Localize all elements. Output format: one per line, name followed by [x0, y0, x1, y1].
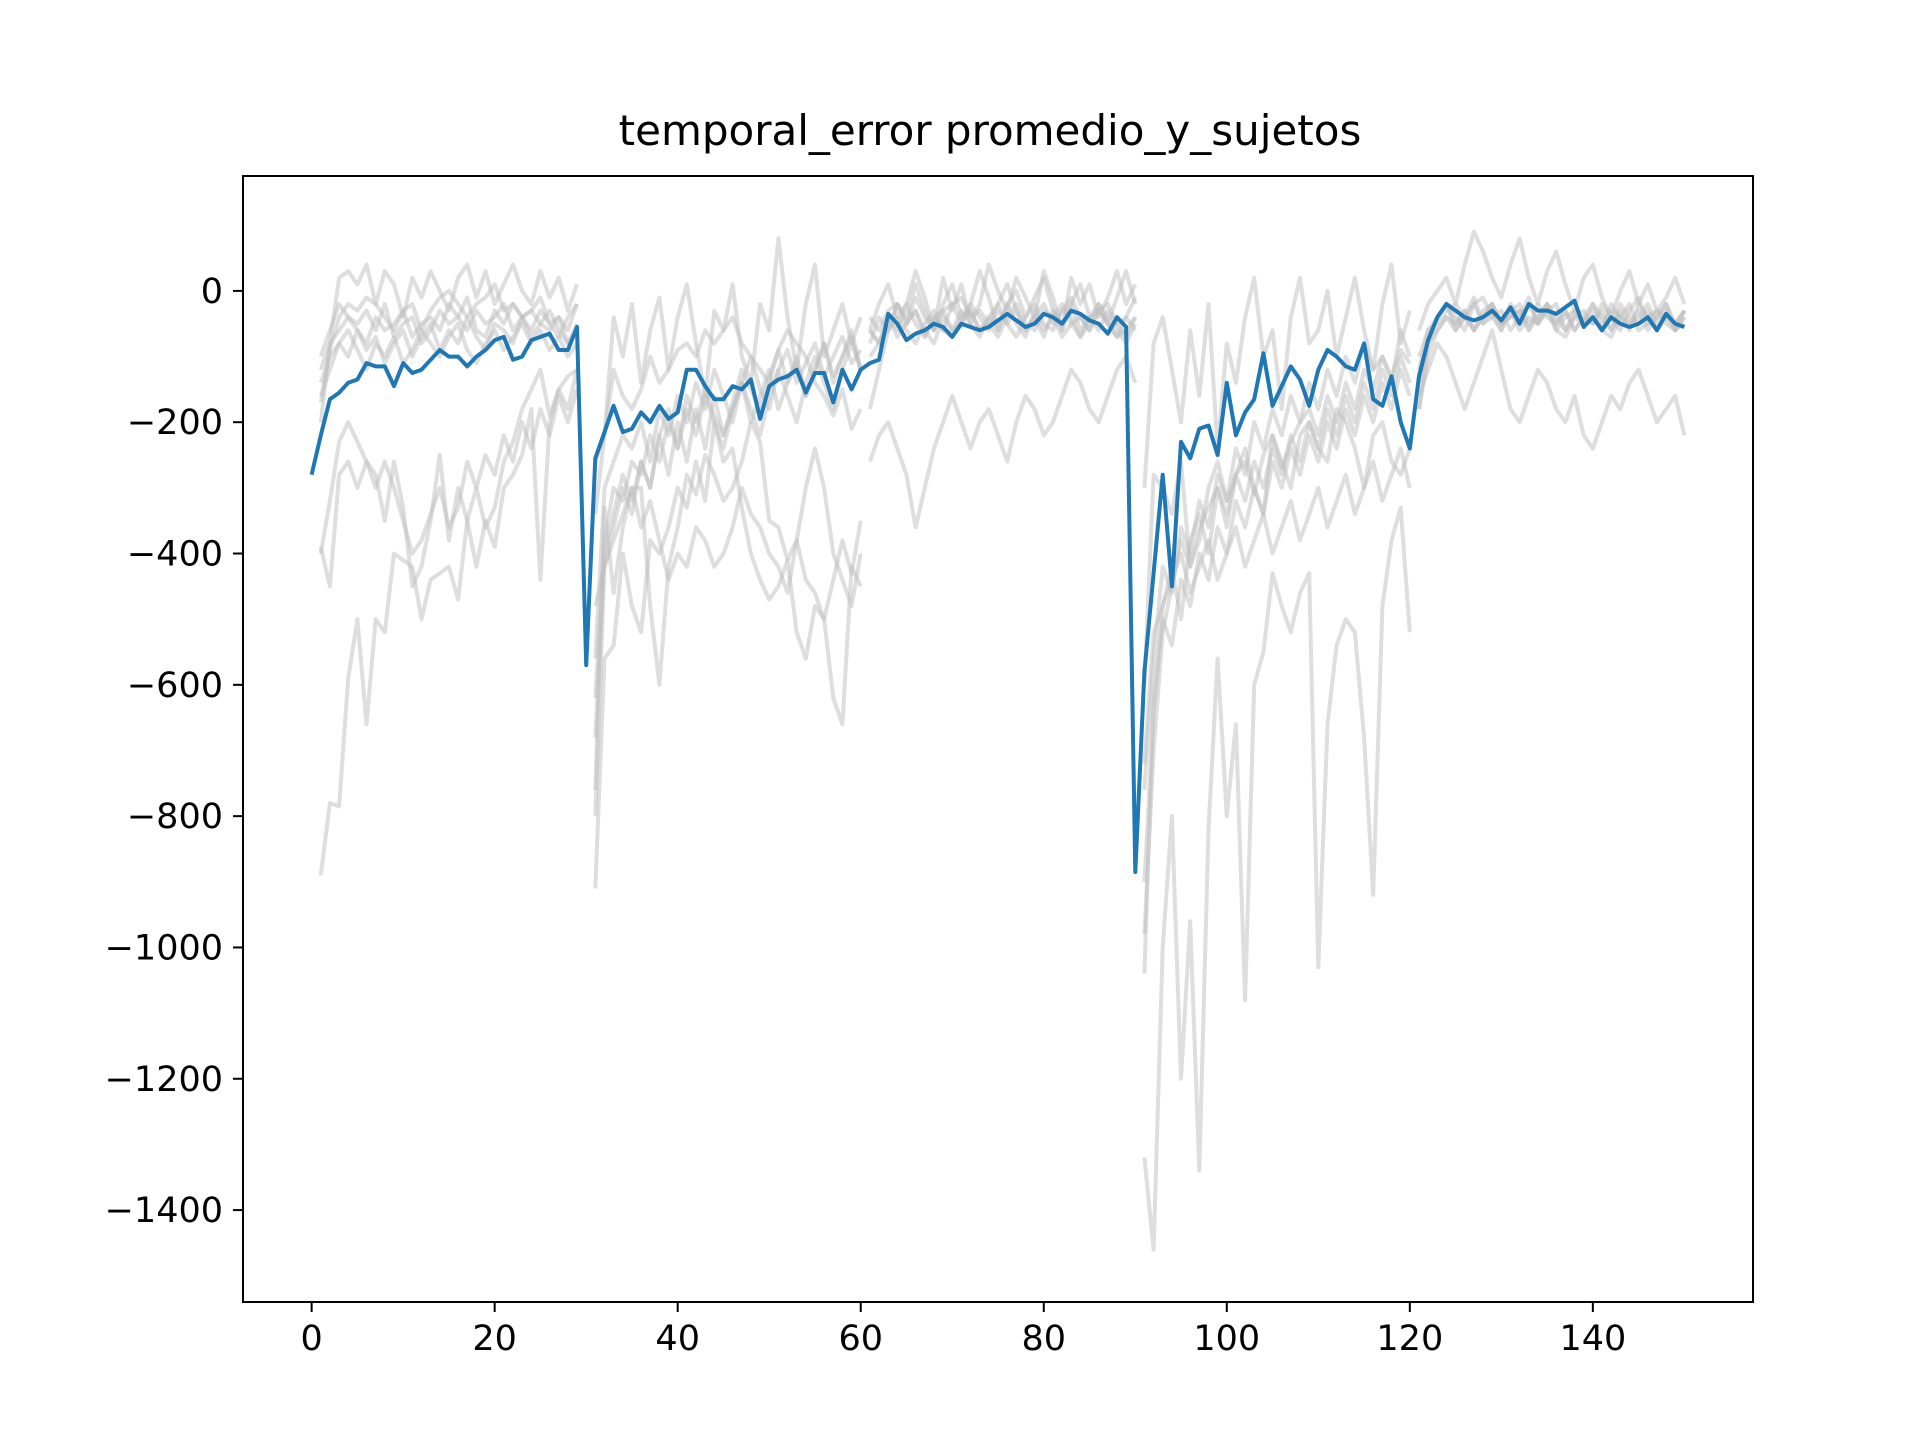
x-tick-label: 140 — [1559, 1319, 1626, 1359]
subject-line-4-segment-1 — [318, 295, 579, 358]
y-tick-label: −400 — [127, 535, 223, 575]
x-tick-label: 20 — [472, 1319, 517, 1359]
y-tick-label: −800 — [127, 797, 223, 837]
subject-line-10-segment-5 — [1417, 302, 1687, 384]
x-tick-label: 120 — [1376, 1319, 1443, 1359]
x-tick-label: 80 — [1021, 1319, 1066, 1359]
x-tick-label: 0 — [300, 1319, 322, 1359]
x-tick-label: 100 — [1193, 1319, 1260, 1359]
subject-line-2-segment-3 — [1142, 505, 1412, 1252]
subject-line-5-segment-2 — [593, 334, 863, 659]
subject-line-3-segment-1 — [318, 282, 579, 403]
subject-line-4-segment-3 — [868, 282, 1138, 333]
chart-title: temporal_error promedio_y_sujetos — [619, 106, 1362, 155]
y-tick-label: −1400 — [105, 1191, 223, 1231]
subject-line-9-segment-2 — [593, 446, 863, 608]
plot-frame — [242, 175, 1754, 1303]
subject-line-2-segment-2 — [593, 420, 863, 790]
subject-line-8-segment-4 — [1142, 262, 1412, 489]
mean-line — [309, 298, 1686, 874]
subject-line-9-segment-3 — [868, 354, 1138, 530]
subject-line-10-segment-2 — [593, 341, 863, 699]
subject-line-6-segment-1 — [318, 308, 579, 397]
subject-line-1-segment-1 — [318, 367, 579, 876]
subject-line-9-segment-1 — [318, 388, 579, 556]
subject-line-10-segment-4 — [1142, 367, 1412, 882]
x-tick-label: 40 — [655, 1319, 700, 1359]
y-tick-label: −200 — [127, 403, 223, 443]
y-tick-label: −600 — [127, 666, 223, 706]
subject-line-8-segment-3 — [868, 262, 1138, 333]
subject-line-9-segment-5 — [1417, 328, 1687, 451]
subject-line-9-segment-4 — [1142, 446, 1412, 764]
mean-series-layer — [309, 298, 1686, 874]
axes: 0 20 40 60 80 100 120 140 0 −200 −400 −600 −800 −1000… — [105, 175, 1754, 1359]
y-tick-label: 0 — [201, 272, 223, 312]
subject-line-1-segment-2 — [593, 420, 863, 889]
subject-line-2-segment-1 — [318, 369, 579, 589]
y-tick-label: −1200 — [105, 1060, 223, 1100]
subject-line-8-segment-2 — [593, 236, 863, 515]
subject-line-8-segment-1 — [318, 262, 579, 423]
x-tick-label: 60 — [838, 1319, 883, 1359]
y-tick-label: −1000 — [105, 928, 223, 968]
subject-line-3-segment-2 — [593, 315, 863, 463]
